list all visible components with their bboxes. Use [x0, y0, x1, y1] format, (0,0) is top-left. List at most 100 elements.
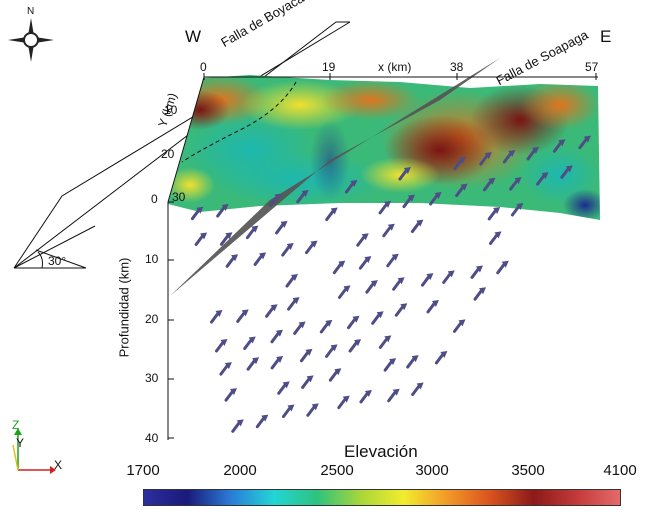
depth-tick-20: 20 [145, 312, 159, 326]
vector-arrow-icon [281, 404, 295, 419]
vector-arrow-icon [224, 388, 237, 402]
colorbar-tick-2500: 2500 [320, 462, 354, 479]
vector-arrow-icon [296, 189, 309, 204]
vector-arrow-icon [434, 350, 448, 365]
vector-arrow-icon [337, 395, 350, 410]
compass-rose-icon [8, 18, 54, 62]
vector-arrow-icon [236, 309, 249, 323]
vector-arrow-icon [420, 273, 434, 287]
vector-arrow-icon [453, 156, 466, 171]
vector-arrow-icon [265, 304, 278, 318]
axis-triad-icon [12, 428, 56, 474]
west-label: W [185, 27, 202, 46]
vector-arrow-icon [319, 319, 333, 334]
colorbar-tick-2000: 2000 [223, 462, 257, 479]
vector-arrow-icon [356, 233, 369, 247]
vector-arrow-icon [411, 382, 424, 397]
vector-arrow-icon [560, 165, 573, 179]
colorbar-tick-4100: 4100 [603, 462, 637, 479]
vector-arrow-icon [410, 219, 424, 234]
vector-arrow-icon [442, 270, 455, 284]
vector-arrow-icon [359, 389, 372, 404]
y-tick-30: 30 [172, 190, 186, 204]
vector-arrow-icon [482, 177, 496, 192]
vector-arrow-icon [269, 193, 282, 207]
colorbar-tick-1700: 1700 [126, 462, 160, 479]
vector-arrow-icon [305, 240, 318, 255]
vector-arrow-icon [426, 299, 439, 314]
x-tick-38: 38 [450, 60, 464, 74]
vector-arrow-icon [332, 260, 346, 275]
vector-arrow-icon [301, 375, 314, 389]
vector-arrow-icon [552, 139, 566, 153]
vector-arrow-icon [285, 274, 298, 288]
vector-arrow-icon [347, 315, 360, 330]
vector-arrow-icon [526, 146, 540, 161]
vector-arrow-icon [194, 232, 208, 246]
vector-arrow-icon [306, 403, 319, 417]
vector-arrow-icon [371, 311, 384, 325]
north-label: N [27, 6, 35, 17]
vector-arrow-icon [325, 344, 338, 358]
vector-arrow-icon [281, 243, 294, 257]
vector-arrow-icon [231, 419, 244, 433]
vector-arrow-icon [429, 192, 442, 206]
vector-arrow-icon [255, 414, 269, 429]
vector-arrow-icon [496, 260, 509, 275]
vector-arrow-icon [219, 362, 232, 376]
vector-arrow-icon [216, 204, 229, 218]
vector-arrow-icon [382, 223, 395, 238]
vector-arrow-icon [337, 285, 351, 299]
triad-y-label: Y [16, 436, 25, 450]
vector-arrow-icon [510, 202, 524, 217]
east-label: E [600, 27, 612, 46]
vector-arrow-icon [509, 177, 522, 191]
vector-arrow-icon [386, 253, 399, 268]
y-tick-10: 10 [164, 103, 178, 117]
elevation-surface [168, 75, 600, 220]
x-tick-57: 57 [585, 60, 599, 74]
vector-arrow-icon [190, 206, 204, 221]
vector-arrow-icon [270, 355, 284, 370]
vector-arrow-icon [209, 310, 223, 324]
vector-arrow-icon [470, 265, 483, 279]
vector-arrow-icon [455, 183, 468, 198]
depth-tick-10: 10 [145, 252, 159, 266]
axes [167, 73, 598, 440]
vector-arrow-icon [214, 338, 228, 353]
vector-arrow-icon [225, 254, 239, 268]
vector-arrow-icon [245, 225, 259, 240]
depth-axis-label: Profundidad (km) [116, 257, 132, 358]
vector-arrow-icon [383, 358, 397, 372]
elevation-colorbar [143, 489, 621, 506]
vector-arrow-icon [394, 303, 408, 317]
triad-x-label: X [54, 458, 63, 472]
x-tick-19: 19 [322, 60, 336, 74]
triad-z-label: Z [12, 418, 20, 432]
dip-angle-label: 30° [48, 254, 67, 268]
depth-tick-0: 0 [151, 192, 158, 206]
vector-arrow-icon [387, 388, 400, 403]
depth-tick-30: 30 [145, 371, 159, 385]
vector-arrow-icon [402, 194, 415, 209]
vector-arrow-icon [348, 339, 362, 353]
vector-arrow-icon [299, 348, 313, 363]
vector-arrow-icon [578, 135, 591, 150]
vector-arrow-icon [253, 252, 267, 266]
vector-arrow-icon [325, 207, 338, 222]
vector-arrow-icon [365, 280, 378, 294]
vector-arrow-icon [243, 336, 256, 350]
vector-arrow-icon [406, 355, 419, 369]
vector-arrow-icon [378, 335, 392, 349]
colorbar-tick-3000: 3000 [415, 462, 449, 479]
vector-arrow-icon [487, 206, 501, 221]
colorbar-title: Elevación [344, 442, 418, 461]
vector-arrow-icon [453, 319, 466, 333]
velocity-vectors [190, 135, 591, 433]
vector-arrow-icon [287, 297, 300, 311]
depth-tick-40: 40 [145, 431, 159, 445]
x-axis-label: x (km) [378, 60, 412, 74]
vector-arrow-icon [536, 172, 549, 186]
vector-arrow-icon [344, 180, 358, 194]
